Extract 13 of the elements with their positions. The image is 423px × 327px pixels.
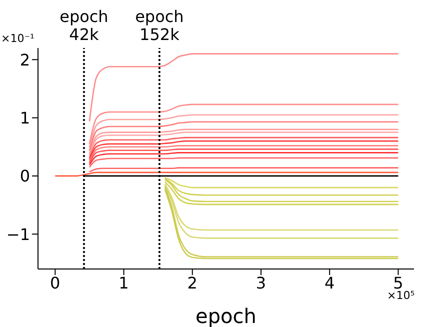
y-tick-label: 2 [20, 50, 30, 70]
x-tick-label: 0 [50, 273, 60, 292]
ref-line-label: epoch 152k [135, 7, 184, 44]
x-tick-label: 2 [187, 273, 198, 292]
ref-line-label: epoch 42k [60, 7, 108, 44]
x-tick-label: 1 [118, 273, 129, 292]
text: ×10⁻¹ [1, 32, 34, 45]
y-tick-label: 1 [20, 108, 30, 128]
x-tick-label: 4 [324, 273, 335, 292]
y-tick-label: −1 [6, 224, 30, 244]
x-tick-label: 3 [256, 273, 266, 292]
y-tick-label: 0 [20, 166, 30, 186]
x-axis-title: epoch [196, 304, 256, 327]
